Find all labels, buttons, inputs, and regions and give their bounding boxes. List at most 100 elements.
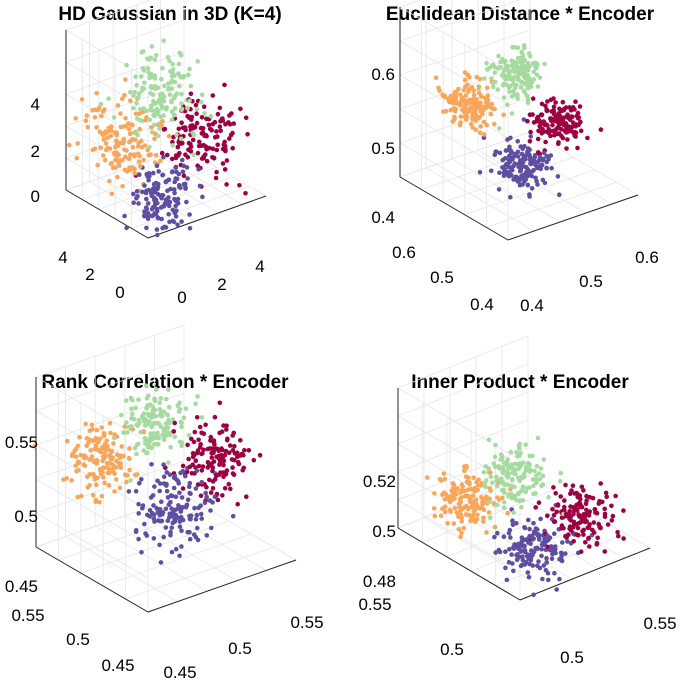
grid-line	[65, 19, 185, 63]
data-point-cluster-3	[150, 170, 156, 176]
data-point-cluster-2	[468, 486, 474, 492]
data-point-cluster-2	[424, 475, 430, 480]
data-point-cluster-4	[137, 91, 142, 96]
data-point-cluster-1	[544, 108, 550, 113]
data-point-cluster-4	[161, 38, 166, 43]
data-point-cluster-3	[522, 548, 528, 553]
data-point-cluster-2	[109, 128, 114, 133]
z-tick-label: 0.55	[5, 433, 38, 452]
data-point-cluster-1	[552, 519, 558, 524]
data-point-cluster-4	[152, 407, 158, 413]
data-point-cluster-4	[495, 87, 501, 92]
data-point-cluster-4	[503, 82, 509, 87]
grid-line	[423, 517, 547, 590]
data-point-cluster-1	[210, 446, 215, 452]
x-axis-line	[147, 195, 267, 239]
data-point-cluster-4	[492, 454, 498, 460]
z-tick-label: 0.5	[372, 522, 396, 541]
data-point-cluster-1	[214, 473, 219, 479]
grid-line	[35, 512, 149, 579]
data-point-cluster-3	[155, 232, 160, 238]
data-point-cluster-1	[551, 96, 556, 101]
data-point-cluster-2	[468, 105, 473, 110]
data-point-cluster-2	[112, 432, 117, 437]
data-point-cluster-1	[570, 483, 576, 489]
data-point-cluster-4	[133, 405, 138, 411]
data-point-cluster-1	[212, 442, 217, 447]
data-point-cluster-1	[578, 549, 584, 554]
data-point-cluster-4	[124, 430, 130, 435]
data-point-cluster-2	[143, 117, 148, 123]
data-point-cluster-3	[161, 534, 166, 540]
data-point-cluster-1	[613, 493, 618, 499]
data-point-cluster-2	[110, 469, 116, 474]
grid-line	[131, 186, 250, 229]
data-point-cluster-4	[166, 460, 171, 465]
data-point-cluster-1	[228, 486, 233, 492]
data-point-cluster-3	[166, 212, 171, 217]
data-point-cluster-4	[517, 446, 522, 451]
data-point-cluster-4	[143, 438, 148, 444]
data-point-cluster-4	[194, 106, 200, 112]
data-point-cluster-3	[157, 481, 163, 486]
data-point-cluster-1	[245, 132, 250, 137]
data-point-cluster-4	[127, 90, 133, 95]
data-point-cluster-4	[514, 82, 519, 88]
data-point-cluster-1	[199, 131, 205, 136]
data-point-cluster-4	[134, 83, 139, 88]
data-point-cluster-1	[548, 133, 553, 139]
data-point-cluster-3	[139, 477, 144, 482]
data-point-cluster-3	[147, 514, 153, 519]
data-point-cluster-3	[172, 473, 178, 479]
data-point-cluster-1	[584, 518, 589, 524]
data-point-cluster-2	[128, 152, 133, 157]
grid-line	[397, 363, 529, 417]
data-point-cluster-4	[537, 75, 543, 80]
data-point-cluster-1	[208, 490, 214, 495]
data-point-cluster-3	[531, 520, 536, 526]
data-point-cluster-2	[500, 495, 505, 501]
data-point-cluster-3	[184, 503, 189, 508]
data-point-cluster-3	[163, 525, 169, 530]
data-point-cluster-1	[172, 420, 177, 426]
data-point-cluster-3	[174, 176, 180, 182]
data-point-cluster-2	[126, 126, 132, 132]
data-point-cluster-1	[575, 525, 581, 531]
grid-line	[503, 140, 613, 205]
data-point-cluster-4	[525, 100, 531, 106]
data-point-cluster-4	[535, 84, 541, 89]
data-point-cluster-3	[157, 488, 162, 494]
data-point-cluster-3	[178, 470, 183, 476]
data-point-cluster-1	[235, 459, 241, 465]
data-point-cluster-1	[584, 498, 589, 504]
data-point-cluster-2	[137, 111, 142, 117]
grid-line	[183, 147, 267, 197]
data-point-cluster-2	[438, 478, 444, 483]
data-point-cluster-2	[452, 506, 458, 511]
data-point-cluster-3	[204, 533, 210, 538]
data-point-cluster-3	[529, 186, 535, 191]
data-point-cluster-4	[493, 442, 498, 448]
data-point-cluster-2	[94, 482, 99, 488]
data-point-cluster-4	[504, 460, 510, 466]
data-point-cluster-1	[223, 471, 229, 477]
data-point-cluster-1	[578, 119, 583, 125]
data-point-cluster-2	[152, 136, 157, 141]
data-point-cluster-4	[500, 470, 506, 476]
data-point-cluster-4	[542, 61, 547, 67]
data-point-cluster-4	[505, 102, 510, 107]
data-point-cluster-3	[143, 531, 148, 536]
data-point-cluster-3	[531, 549, 537, 555]
data-point-cluster-1	[193, 102, 199, 108]
data-point-cluster-1	[574, 507, 580, 512]
data-point-cluster-2	[107, 146, 113, 151]
data-point-cluster-3	[166, 203, 172, 209]
data-point-cluster-2	[445, 521, 450, 526]
data-point-cluster-4	[526, 51, 532, 56]
data-point-cluster-1	[554, 131, 560, 137]
data-point-cluster-2	[465, 506, 471, 512]
data-point-cluster-3	[497, 150, 503, 156]
data-point-cluster-4	[171, 113, 177, 118]
data-point-cluster-4	[158, 92, 163, 97]
data-point-cluster-3	[179, 219, 184, 224]
